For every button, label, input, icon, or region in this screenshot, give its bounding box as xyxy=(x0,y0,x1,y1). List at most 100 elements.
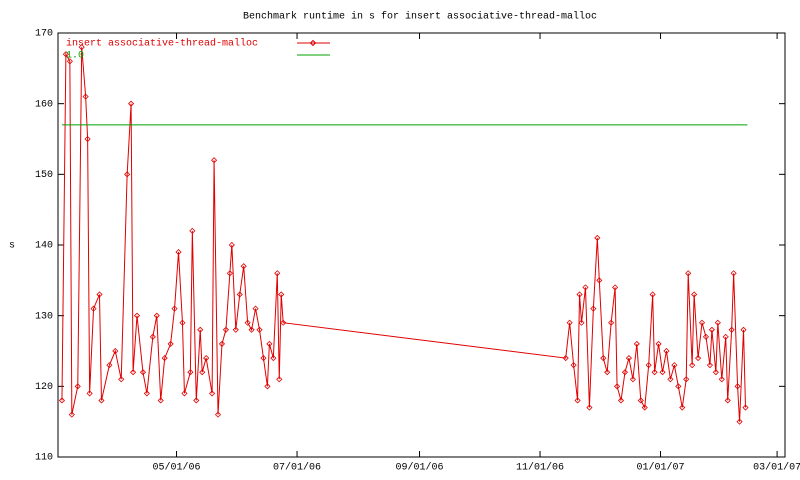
point xyxy=(625,355,632,362)
point xyxy=(574,397,581,404)
point xyxy=(590,305,597,312)
point xyxy=(612,284,619,291)
point xyxy=(228,241,235,249)
point xyxy=(280,319,287,326)
point xyxy=(633,340,640,347)
point xyxy=(187,369,194,376)
legend-marker xyxy=(309,39,317,47)
point xyxy=(203,355,210,362)
point xyxy=(663,347,670,355)
point xyxy=(189,227,196,234)
point xyxy=(659,369,666,376)
point xyxy=(608,319,615,326)
point xyxy=(641,404,648,411)
y-tick-label: 170 xyxy=(35,29,53,40)
point xyxy=(266,340,273,347)
point xyxy=(106,362,113,369)
point xyxy=(582,284,589,291)
point xyxy=(218,340,226,347)
point xyxy=(594,234,601,241)
point xyxy=(712,369,719,376)
point xyxy=(149,333,156,340)
x-tick-label: 09/01/06 xyxy=(396,462,444,474)
point xyxy=(276,376,283,383)
point xyxy=(84,135,91,143)
point xyxy=(133,312,141,319)
point xyxy=(578,319,585,326)
point xyxy=(566,319,573,326)
point xyxy=(248,326,255,333)
point xyxy=(586,404,593,411)
point xyxy=(649,291,656,298)
point xyxy=(139,369,147,376)
point xyxy=(730,270,737,277)
point xyxy=(68,411,75,418)
point xyxy=(211,157,218,164)
point xyxy=(576,291,583,298)
y-tick-label: 130 xyxy=(35,311,53,322)
point xyxy=(702,333,710,340)
point xyxy=(637,397,644,404)
point xyxy=(742,404,749,411)
point xyxy=(90,305,97,312)
point xyxy=(695,355,702,362)
point xyxy=(181,390,188,397)
point xyxy=(270,355,277,362)
point xyxy=(655,340,662,347)
point xyxy=(171,305,178,312)
point xyxy=(736,418,743,425)
point xyxy=(562,355,569,362)
point xyxy=(236,291,243,298)
point xyxy=(96,291,103,298)
point xyxy=(274,270,281,277)
point xyxy=(112,347,119,355)
point xyxy=(214,411,222,418)
x-tick-label: 03/01/07 xyxy=(753,462,800,474)
point xyxy=(240,263,247,270)
point xyxy=(728,326,735,333)
point xyxy=(58,397,66,404)
point xyxy=(675,383,682,390)
point xyxy=(621,369,629,376)
point xyxy=(209,390,216,397)
x-tick-label: 01/01/07 xyxy=(637,462,685,474)
point xyxy=(683,376,690,383)
point xyxy=(714,319,721,326)
point xyxy=(278,291,285,298)
point xyxy=(596,277,603,284)
point xyxy=(252,305,259,312)
point xyxy=(718,376,725,383)
plot-border xyxy=(57,32,786,458)
point xyxy=(130,369,137,376)
point xyxy=(193,397,200,404)
point xyxy=(651,369,658,376)
point xyxy=(645,362,652,369)
point xyxy=(734,383,741,390)
point xyxy=(685,270,692,277)
series-line xyxy=(61,47,746,422)
point xyxy=(570,362,577,369)
point xyxy=(740,326,747,333)
point xyxy=(671,362,678,369)
point xyxy=(153,312,160,319)
point xyxy=(244,319,251,326)
point xyxy=(600,355,607,362)
point xyxy=(708,326,715,333)
point xyxy=(698,319,706,326)
point xyxy=(197,326,204,333)
point xyxy=(98,397,105,404)
x-tick-label: 05/01/06 xyxy=(153,462,201,474)
point xyxy=(161,355,168,362)
point xyxy=(124,171,131,178)
point xyxy=(604,369,611,376)
point xyxy=(62,51,69,58)
point xyxy=(689,362,696,369)
point xyxy=(118,376,125,383)
y-tick-label: 110 xyxy=(35,453,53,464)
point xyxy=(222,326,229,333)
point xyxy=(175,249,182,256)
point xyxy=(679,404,686,411)
point xyxy=(86,390,93,397)
